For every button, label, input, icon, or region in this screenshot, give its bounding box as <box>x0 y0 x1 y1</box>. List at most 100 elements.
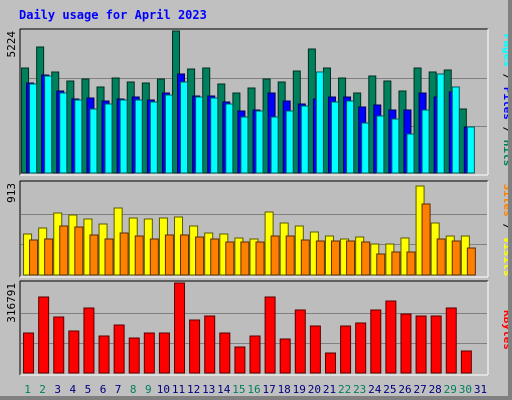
x-tick-label: 8 <box>130 383 137 396</box>
x-tick-label: 16 <box>247 383 260 396</box>
sites-bar <box>346 240 356 276</box>
sites-bar <box>255 241 265 276</box>
legend-sites: Sites <box>501 184 508 217</box>
panel-2-legend: Sites / Visits <box>501 184 508 277</box>
pages-bar <box>466 126 475 174</box>
kbytes-bar <box>38 296 50 374</box>
kbytes-bar <box>340 325 352 374</box>
sites-bar <box>195 236 205 276</box>
sites-bar <box>74 226 84 276</box>
sites-bar <box>164 234 174 276</box>
panel-2-ymax-label: 913 <box>5 183 18 203</box>
x-tick-label: 29 <box>444 383 457 396</box>
pages-bar <box>270 116 279 174</box>
pages-bar <box>44 75 53 174</box>
pages-bar <box>451 86 460 174</box>
x-tick-label: 5 <box>85 383 92 396</box>
panel-1-ymax-label: 5224 <box>5 31 18 58</box>
sites-bar <box>240 241 250 276</box>
kbytes-bar <box>415 315 427 374</box>
x-tick-label: 19 <box>293 383 306 396</box>
kbytes-bar <box>324 352 336 374</box>
kbytes-bar <box>445 307 457 374</box>
pages-bar <box>285 110 294 174</box>
pages-bar <box>119 99 128 174</box>
x-tick-label: 18 <box>278 383 291 396</box>
kbytes-bar <box>128 337 140 374</box>
chart-title: Daily usage for April 2023 <box>19 8 207 22</box>
pages-bar <box>149 101 158 174</box>
sites-bar <box>59 225 69 276</box>
sites-bar <box>180 234 190 276</box>
sites-bar <box>29 239 39 276</box>
kbytes-bar <box>234 346 246 374</box>
pages-bar <box>240 116 249 174</box>
panel-1-legend: Pages / Files / Hits <box>501 34 508 167</box>
pages-bar <box>210 97 219 174</box>
x-tick-label: 13 <box>202 383 215 396</box>
kbytes-bar <box>294 309 306 374</box>
x-tick-label: 10 <box>157 383 170 396</box>
x-tick-label: 23 <box>353 383 366 396</box>
sites-bar <box>270 235 280 276</box>
x-tick-label: 4 <box>69 383 76 396</box>
x-tick-label: 30 <box>459 383 472 396</box>
sites-bar <box>89 234 99 276</box>
pages-bar <box>346 100 355 174</box>
panel-3-ymax-label: 316791 <box>5 283 18 323</box>
sites-bar <box>361 241 371 276</box>
kbytes-bar <box>23 332 35 374</box>
x-tick-label: 21 <box>323 383 336 396</box>
kbytes-bar <box>53 316 65 374</box>
pages-bar <box>391 118 400 174</box>
kbytes-bar <box>98 335 110 374</box>
pages-bar <box>436 73 445 174</box>
pages-bar <box>59 92 68 174</box>
legend-kbytes: KBytes <box>501 310 508 350</box>
x-tick-label: 24 <box>368 383 382 396</box>
pages-bar <box>406 133 415 174</box>
legend-files: Files <box>501 87 508 120</box>
x-tick-label: 17 <box>262 383 275 396</box>
sites-bar <box>134 235 144 276</box>
kbytes-bar <box>370 309 382 374</box>
x-tick-label: 6 <box>100 383 107 396</box>
pages-bar <box>104 103 113 174</box>
sites-bar <box>451 240 461 276</box>
pages-bar <box>255 110 264 174</box>
sites-bar <box>436 238 446 276</box>
kbytes-bar <box>68 330 80 374</box>
pages-bar <box>421 109 430 174</box>
kbytes-bar <box>219 332 231 374</box>
pages-bar <box>74 99 83 174</box>
pages-bar <box>300 105 309 174</box>
pages-bar <box>195 96 204 174</box>
pages-bar <box>376 115 385 174</box>
sites-bar <box>300 239 310 276</box>
sites-bar <box>285 235 295 276</box>
pages-bar <box>330 101 339 174</box>
pages-bar <box>180 81 189 174</box>
sites-bar <box>406 251 416 276</box>
kbytes-bar <box>189 319 201 374</box>
x-tick-label: 28 <box>429 383 442 396</box>
x-tick-label: 26 <box>398 383 411 396</box>
panel-3-legend: KBytes <box>501 310 508 350</box>
x-tick-label: 15 <box>232 383 245 396</box>
pages-bar <box>29 83 38 174</box>
pages-bar <box>134 99 143 174</box>
legend-visits: Visits <box>501 237 508 277</box>
sites-bar <box>119 232 129 276</box>
x-tick-label: 31 <box>474 383 487 396</box>
x-tick-label: 3 <box>54 383 61 396</box>
sites-bar <box>210 238 220 276</box>
kbytes-bar <box>430 315 442 374</box>
x-tick-label: 14 <box>217 383 231 396</box>
kbytes-bar <box>143 332 155 374</box>
legend-hits: Hits <box>501 140 508 167</box>
kbytes-bar <box>113 324 125 374</box>
kbytes-bar <box>309 325 321 374</box>
kbytes-bar <box>83 307 95 374</box>
